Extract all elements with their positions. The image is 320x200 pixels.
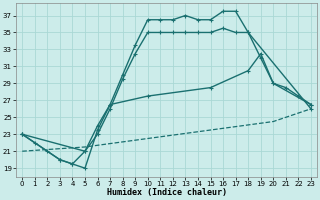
X-axis label: Humidex (Indice chaleur): Humidex (Indice chaleur)	[107, 188, 227, 197]
